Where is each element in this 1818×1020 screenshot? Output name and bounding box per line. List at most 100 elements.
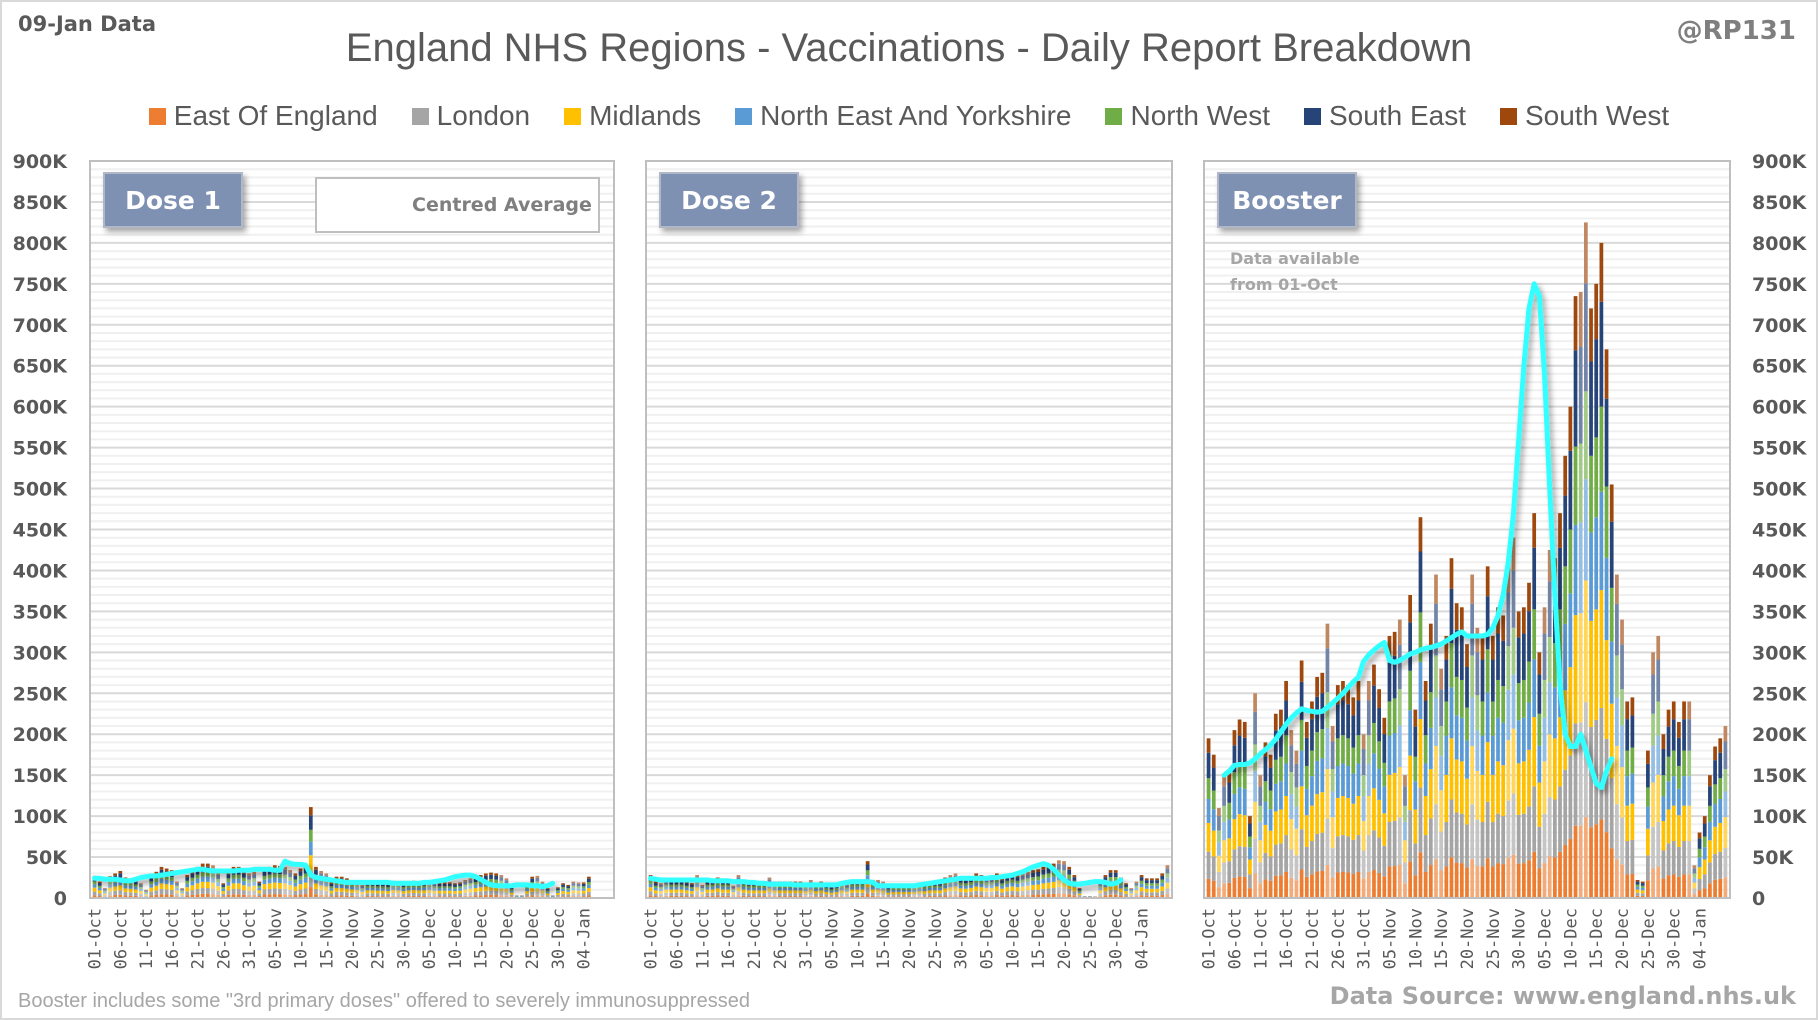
bar-segment-london (1005, 891, 1010, 896)
bar-segment-east-of-england (1361, 878, 1366, 898)
bar-segment-south-west (1299, 660, 1304, 682)
bar-segment-north-east-and-yorkshire (1144, 885, 1149, 889)
bar-segment-south-west (1294, 750, 1299, 764)
bar-segment-south-west (1702, 816, 1707, 824)
x-tick-label: 30-Dec (549, 908, 569, 969)
bar-segment-south-east (1418, 551, 1423, 613)
bar-segment-north-east-and-yorkshire (726, 886, 730, 890)
bar-segment-london (1423, 835, 1428, 872)
bar-segment-north-east-and-yorkshire (814, 888, 818, 892)
bar-segment-midlands (1113, 884, 1118, 890)
bar-segment-london (783, 893, 787, 897)
bar-segment-south-west (1666, 709, 1671, 727)
bar-segment-south-west (1392, 631, 1397, 656)
bar-segment-east-of-england (1139, 895, 1144, 898)
bar-segment-north-west (1279, 756, 1283, 782)
bar-segment-london (504, 892, 509, 896)
bar-segment-london (1625, 841, 1630, 875)
y-tick-label-right: 650K (1752, 356, 1808, 378)
bar-segment-east-of-england (850, 895, 855, 898)
bar-segment-london (360, 894, 365, 897)
bar-segment-north-west (839, 885, 844, 888)
bar-segment-north-west (1051, 872, 1056, 877)
bar-segment-north-west (92, 881, 97, 885)
bar-segment-london (995, 890, 999, 896)
bar-segment-midlands (1454, 759, 1459, 813)
bar-segment-south-west (736, 875, 741, 878)
bar-segment-south-west (1537, 652, 1542, 675)
y-tick-label-left: 450K (13, 520, 69, 542)
author-handle: @RP131 (1676, 16, 1796, 46)
bar-segment-london (1366, 835, 1371, 872)
bar-segment-midlands (1289, 819, 1294, 850)
bar-segment-midlands (705, 889, 710, 893)
bar-segment-north-west (1542, 679, 1547, 718)
bar-segment-north-west (757, 885, 761, 888)
y-tick-label-left: 600K (13, 397, 69, 419)
bar-segment-midlands (1310, 805, 1314, 842)
bar-segment-midlands (1268, 830, 1273, 857)
bar-segment-london (314, 888, 318, 895)
bar-segment-london (329, 893, 334, 897)
bar-segment-south-east (1299, 681, 1304, 720)
bar-segment-north-west (1692, 873, 1697, 878)
bar-segment-north-west (1480, 701, 1485, 736)
legend-item-midlands: Midlands (564, 100, 701, 132)
x-tick-label: 20-Nov (900, 908, 920, 969)
bar-segment-midlands (1521, 761, 1526, 814)
bar-segment-london (1444, 822, 1449, 867)
bar-segment-south-west (1584, 222, 1588, 284)
bar-segment-london (278, 888, 282, 895)
bar-segment-south-west (1253, 693, 1257, 712)
bar-segment-east-of-england (267, 894, 272, 898)
bar-segment-south-west (1382, 717, 1387, 735)
bar-segment-south-east (1279, 726, 1283, 757)
bar-segment-midlands (1366, 796, 1371, 836)
bar-segment-london (695, 891, 699, 896)
bar-segment-north-east-and-yorkshire (1496, 717, 1500, 762)
bar-segment-south-west (1573, 296, 1578, 351)
bar-segment-north-west (1304, 765, 1309, 789)
bar-segment-east-of-england (1108, 894, 1113, 898)
bar-segment-midlands (293, 886, 298, 891)
bar-segment-north-west (1537, 713, 1542, 746)
bar-segment-london (953, 890, 958, 896)
bar-segment-north-west (391, 885, 396, 888)
bar-segment-north-west (283, 874, 287, 879)
bar-segment-south-east (1584, 283, 1588, 392)
bar-segment-north-west (360, 888, 365, 890)
bar-segment-london (113, 890, 118, 896)
bar-segment-midlands (1666, 809, 1671, 844)
bar-segment-london (1708, 862, 1712, 884)
bar-segment-north-east-and-yorkshire (144, 892, 148, 895)
bar-segment-south-east (1496, 633, 1500, 680)
bar-segment-north-west (1666, 756, 1671, 782)
bar-segment-midlands (308, 855, 313, 872)
bar-segment-south-west (1646, 750, 1650, 764)
bar-segment-south-west (1459, 607, 1464, 634)
bar-segment-east-of-england (1713, 879, 1717, 898)
bar-segment-london (581, 893, 586, 897)
bar-segment-north-east-and-yorkshire (721, 886, 725, 890)
bar-segment-east-of-england (1439, 870, 1444, 898)
bar-segment-north-west (1635, 884, 1640, 887)
bar-segment-south-east (1232, 745, 1237, 773)
bar-segment-south-west (1568, 406, 1573, 451)
bar-segment-east-of-england (355, 895, 360, 898)
bar-segment-midlands (1439, 790, 1444, 832)
bar-segment-east-of-england (586, 895, 591, 898)
bar-segment-midlands (1459, 761, 1464, 814)
bar-segment-south-west (1346, 685, 1350, 705)
bar-segment-london (752, 893, 756, 897)
bar-segment-east-of-england (164, 894, 169, 898)
bar-segment-south-west (1449, 558, 1454, 589)
bar-segment-south-east (1124, 884, 1128, 887)
bar-segment-midlands (803, 891, 808, 894)
bar-segment-north-west (1625, 750, 1630, 777)
bar-segment-north-east-and-yorkshire (865, 875, 870, 881)
bar-segment-south-west (205, 863, 210, 867)
panel-label-box (659, 172, 799, 228)
bar-segment-north-west (365, 885, 370, 888)
bar-segment-south-east (1428, 648, 1433, 693)
